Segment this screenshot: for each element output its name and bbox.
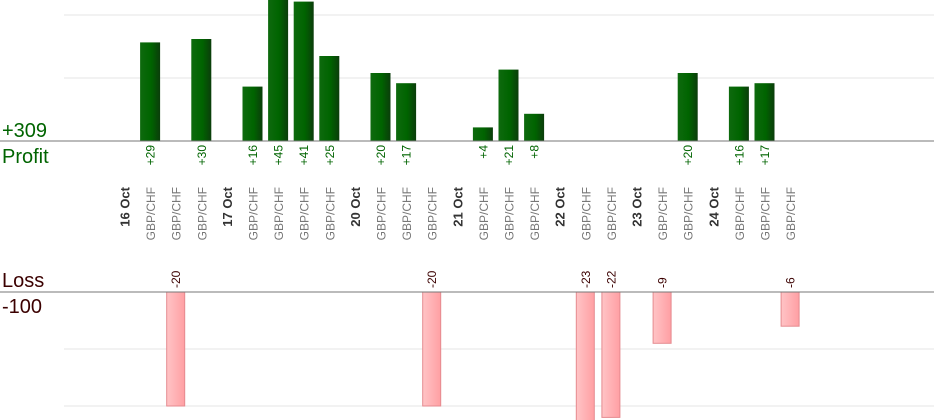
loss-label: Loss [2, 270, 44, 292]
pair-label: GBP/CHF [170, 187, 184, 240]
date-label: 24 Oct [706, 186, 721, 226]
loss-value-label: -23 [579, 270, 593, 288]
profit-bar [293, 1, 314, 141]
profit-value-label: +17 [758, 145, 772, 166]
pair-label: GBP/CHF [272, 187, 286, 240]
profit-value-label: +21 [502, 145, 516, 166]
profit-bar [191, 39, 212, 141]
profit-value-label: +20 [374, 145, 388, 166]
profit-total: +309 [2, 120, 47, 142]
profit-bar [472, 127, 493, 141]
profit-bar [524, 113, 545, 141]
pair-label: GBP/CHF [605, 187, 619, 240]
loss-bar [780, 291, 800, 327]
profit-value-label: +45 [272, 145, 286, 166]
date-label: 16 Oct [118, 186, 133, 226]
loss-value-label: -9 [656, 277, 670, 288]
profit-bar [498, 69, 519, 141]
pair-label: GBP/CHF [528, 187, 542, 240]
pair-label: GBP/CHF [298, 187, 312, 240]
date-label: 17 Oct [220, 186, 235, 226]
pair-label: GBP/CHF [784, 187, 798, 240]
profit-bar [242, 86, 263, 141]
pair-label: GBP/CHF [195, 187, 209, 240]
pair-label: GBP/CHF [503, 187, 517, 240]
loss-bar [422, 291, 442, 407]
pair-label: GBP/CHF [426, 187, 440, 240]
loss-bar [166, 291, 186, 407]
loss-value-label: -22 [604, 270, 618, 288]
profit-value-label: +30 [195, 145, 209, 166]
profit-bar [396, 83, 417, 141]
profit-value-label: +16 [246, 145, 260, 166]
loss-value-label: -20 [425, 270, 439, 288]
profit-label: Profit [2, 146, 49, 168]
labels-layer: 16 Oct GBP/CHF +29 GBP/CHF -20 GBP/CHF +30 17 O… [118, 145, 799, 288]
pair-label: GBP/CHF [247, 187, 261, 240]
profit-bar [140, 42, 161, 141]
loss-value-label: -6 [784, 277, 798, 288]
pair-label: GBP/CHF [144, 187, 158, 240]
date-label: 20 Oct [348, 186, 363, 226]
pair-label: GBP/CHF [375, 187, 389, 240]
profit-value-label: +25 [323, 145, 337, 166]
date-label: 21 Oct [450, 186, 465, 226]
pair-label: GBP/CHF [323, 187, 337, 240]
profit-bar [754, 83, 775, 141]
profit-value-label: +20 [681, 145, 695, 166]
pair-label: GBP/CHF [400, 187, 414, 240]
pair-label: GBP/CHF [682, 187, 696, 240]
pair-label: GBP/CHF [733, 187, 747, 240]
date-label: 23 Oct [630, 186, 645, 226]
loss-bar [652, 291, 672, 344]
loss-value-label: -20 [169, 270, 183, 288]
pair-label: GBP/CHF [656, 187, 670, 240]
loss-total: -100 [2, 296, 42, 318]
pair-label: GBP/CHF [477, 187, 491, 240]
profit-value-label: +17 [400, 145, 414, 166]
profit-value-label: +29 [144, 145, 158, 166]
bars-layer [140, 0, 800, 420]
profit-value-label: +41 [297, 145, 311, 166]
profit-bar [370, 73, 391, 141]
profit-bar [728, 86, 749, 141]
profit-bar [268, 0, 289, 141]
loss-bar [601, 291, 621, 418]
loss-bar [575, 291, 595, 420]
profit-value-label: +8 [528, 145, 542, 159]
profit-bar [319, 56, 340, 141]
profit-bar [677, 73, 698, 141]
profit-value-label: +16 [732, 145, 746, 166]
pair-label: GBP/CHF [759, 187, 773, 240]
pair-label: GBP/CHF [579, 187, 593, 240]
date-label: 22 Oct [553, 186, 568, 226]
profit-value-label: +4 [476, 145, 490, 159]
